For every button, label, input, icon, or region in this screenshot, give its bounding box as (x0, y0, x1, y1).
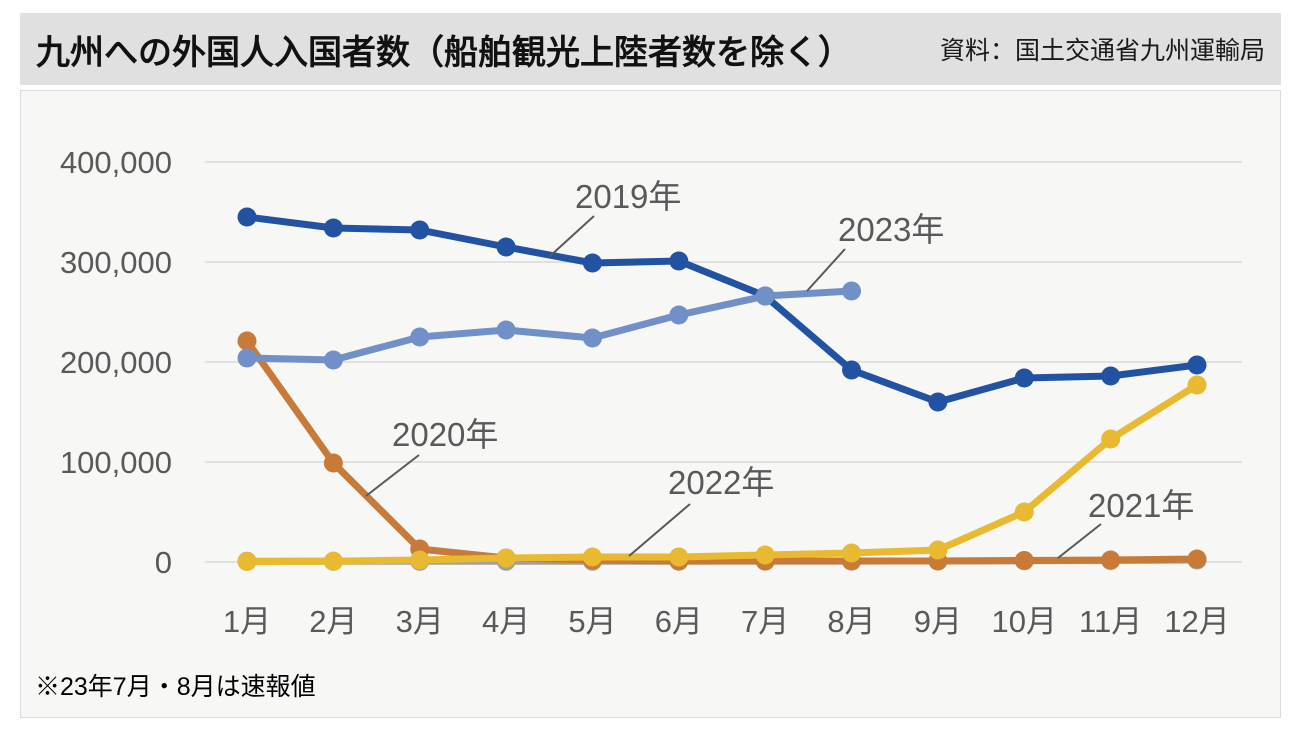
data-point-2019 (582, 253, 602, 273)
x-axis-tick-label: 4月 (482, 604, 530, 639)
data-point-2020 (1014, 551, 1034, 570)
data-point-2022 (1187, 375, 1207, 395)
data-point-2022 (1014, 502, 1034, 522)
data-point-2022 (410, 550, 430, 570)
data-point-2019 (496, 237, 516, 257)
data-point-2022 (496, 548, 516, 568)
page-title: 九州への外国人入国者数（船舶観光上陸者数を除く） (36, 33, 852, 72)
series-line-2020 (243, 337, 1201, 565)
data-point-2019 (323, 218, 343, 238)
data-point-2019 (669, 251, 689, 271)
x-axis-tick-label: 2月 (309, 604, 357, 639)
x-axis-tick-label: 5月 (568, 604, 616, 639)
data-point-2022 (1101, 429, 1121, 449)
y-axis-tick-label: 100,000 (60, 445, 172, 480)
x-axis-tick-label: 9月 (914, 604, 962, 639)
data-point-2020 (1101, 550, 1121, 570)
series-label-2022: 2022年 (668, 464, 774, 501)
series-line-2022 (243, 381, 1201, 565)
data-point-2022 (323, 551, 343, 571)
chart-panel: 0 100,000 200,000 300,000 400,000 1月 2月 3月 4月 5月 6… (20, 90, 1281, 718)
data-point-2022 (669, 547, 689, 567)
leader-line-2021 (1057, 523, 1102, 559)
data-point-2019 (1014, 368, 1034, 388)
leader-line-2019 (548, 215, 595, 258)
series-line-2019 (243, 213, 1201, 406)
data-point-2022 (582, 547, 602, 567)
data-point-2022 (237, 552, 257, 571)
x-axis-tick-label: 10月 (992, 604, 1057, 639)
data-point-2023 (237, 348, 257, 368)
y-axis-tick-label: 200,000 (60, 345, 172, 380)
y-axis-tick-label: 300,000 (60, 245, 172, 280)
leader-line-2022 (628, 503, 691, 557)
x-axis-tick-label: 7月 (741, 604, 789, 639)
data-point-2023 (669, 305, 689, 325)
leader-line-2020 (365, 454, 420, 497)
data-point-2020 (1187, 549, 1207, 569)
source-label: 資料：国土交通省九州運輸局 (939, 37, 1265, 65)
data-point-2023 (582, 328, 602, 348)
data-point-2020 (323, 453, 343, 473)
data-point-2023 (323, 350, 343, 370)
data-point-2023 (755, 286, 775, 306)
data-point-2022 (755, 545, 775, 565)
x-axis-tick-label: 11月 (1079, 604, 1142, 639)
series-line-2023 (243, 287, 856, 364)
chart-header: 九州への外国人入国者数（船舶観光上陸者数を除く） 資料：国土交通省九州運輸局 (20, 13, 1281, 85)
y-axis-tick-label: 0 (155, 545, 172, 580)
x-axis-tick-label: 8月 (827, 604, 875, 639)
series-label-2019: 2019年 (575, 178, 681, 215)
y-axis-tick-label: 400,000 (60, 145, 172, 180)
x-axis-tick-label: 12月 (1164, 604, 1229, 639)
x-axis-tick-label: 1月 (223, 604, 271, 639)
data-point-2022 (842, 543, 862, 563)
data-point-2019 (1187, 355, 1207, 375)
series-label-2021: 2021年 (1088, 487, 1194, 524)
data-point-2022 (928, 540, 948, 560)
line-chart-svg: 0 100,000 200,000 300,000 400,000 1月 2月 3月 4月 5月 6… (60, 145, 1242, 639)
data-point-2023 (842, 281, 862, 301)
series-label-2023: 2023年 (838, 211, 944, 248)
data-point-2019 (842, 360, 862, 380)
chart-footnote: ※23年7月・8月は速報値 (35, 673, 316, 701)
x-axis-tick-label: 6月 (655, 604, 703, 639)
data-point-2019 (410, 220, 430, 240)
data-point-2019 (237, 207, 257, 227)
series-label-2020: 2020年 (392, 416, 498, 453)
data-point-2023 (496, 320, 516, 340)
data-point-2023 (410, 327, 430, 347)
x-axis-tick-label: 3月 (396, 604, 444, 639)
data-point-2020 (237, 331, 257, 351)
data-point-2019 (1101, 366, 1121, 386)
data-point-2019 (928, 392, 948, 412)
leader-line-2023 (806, 248, 846, 292)
